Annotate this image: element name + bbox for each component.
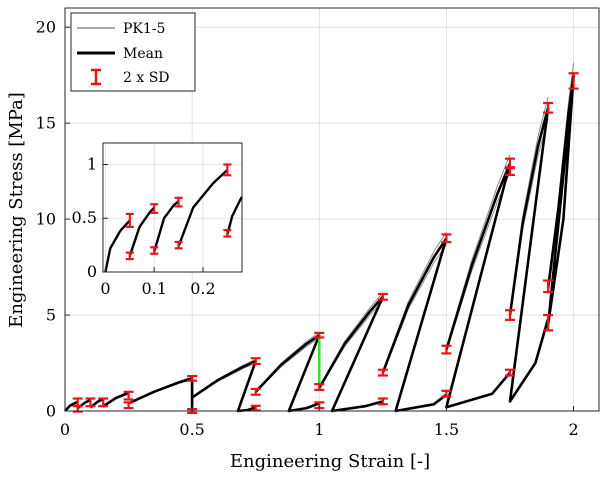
- y-tick-label: 0: [46, 401, 56, 420]
- error-bar: [543, 313, 554, 332]
- legend-label-sd: 2 x SD: [123, 70, 170, 86]
- x-tick-label: 2: [568, 420, 578, 439]
- error-bar: [150, 203, 159, 214]
- error-bar: [505, 166, 515, 177]
- main-y-ticks: 0 5 10 15 20: [36, 17, 70, 420]
- y-tick-label: 20: [36, 17, 56, 36]
- mean-cycle: [508, 107, 550, 316]
- inset-y-ticks: 00.51: [72, 154, 108, 281]
- mean-cycle: [104, 219, 131, 273]
- error-bar: [543, 101, 554, 114]
- inset-error-bars: [125, 163, 232, 261]
- error-bar: [441, 233, 452, 244]
- error-bar: [223, 163, 232, 177]
- legend-label-pk: PK1-5: [123, 21, 165, 37]
- mean-cycle: [128, 377, 193, 405]
- error-bar: [174, 240, 183, 250]
- x-tick-label: 0: [100, 279, 110, 298]
- error-bar: [505, 368, 515, 377]
- unloading-path: [287, 334, 321, 413]
- error-bar: [123, 390, 134, 401]
- x-axis-label: Engineering Strain [-]: [230, 451, 430, 472]
- mean-cycle: [191, 359, 257, 399]
- error-bar: [377, 368, 388, 377]
- error-bar: [441, 389, 452, 398]
- error-bar: [314, 383, 325, 391]
- y-tick-label: 5: [46, 305, 56, 324]
- error-bar: [250, 387, 261, 396]
- mean-cycle: [318, 295, 384, 389]
- mean-cycle: [177, 169, 229, 247]
- x-tick-label: 1: [314, 420, 324, 439]
- unloading-path: [508, 107, 550, 403]
- y-tick-label: 0: [87, 262, 97, 281]
- legend-swatch-sd: [91, 68, 101, 86]
- unloading-path: [330, 296, 385, 413]
- y-tick-label: 10: [36, 209, 56, 228]
- x-tick-label: 0.2: [190, 279, 215, 298]
- error-bar: [377, 397, 388, 406]
- unloading-path: [445, 163, 512, 409]
- error-bar: [250, 357, 261, 366]
- y-axis-label: Engineering Stress [MPa]: [6, 92, 27, 328]
- legend: PK1-5 Mean 2 x SD: [70, 12, 196, 92]
- error-bar: [250, 404, 261, 412]
- error-bar: [441, 344, 452, 355]
- main-x-ticks: 0 0.5 1 1.5 2: [60, 406, 579, 439]
- inset-x-ticks: 0 0.1 0.2: [100, 267, 216, 298]
- x-tick-label: 0.5: [179, 420, 204, 439]
- error-bar: [543, 279, 554, 294]
- error-bar: [123, 401, 134, 410]
- inset-plot: 0 0.1 0.2 00.51: [72, 142, 244, 298]
- error-bar: [505, 309, 515, 321]
- mean-cycle: [64, 400, 79, 412]
- mean-cycle: [128, 206, 156, 257]
- error-bar: [568, 72, 579, 90]
- mean-cycle: [445, 162, 512, 350]
- unloading-path: [394, 237, 448, 413]
- error-bar: [150, 246, 159, 255]
- y-tick-label: 0.5: [72, 208, 97, 227]
- error-bar: [85, 397, 96, 408]
- inset-axes-frame: [102, 142, 243, 273]
- mean-cycle: [102, 391, 130, 408]
- mean-cycle: [381, 237, 448, 374]
- error-bar: [314, 331, 325, 339]
- legend-label-mean: Mean: [123, 46, 163, 62]
- y-tick-label: 1: [87, 154, 97, 173]
- error-bars: [72, 72, 579, 415]
- mean-cycle: [226, 196, 244, 235]
- x-tick-label: 0: [60, 420, 70, 439]
- unloading-path: [546, 75, 575, 326]
- error-bar: [125, 212, 134, 228]
- error-bar: [174, 196, 183, 208]
- error-bar: [98, 397, 109, 408]
- inset-mean-curve: [104, 169, 244, 273]
- error-bar: [377, 292, 388, 301]
- main-axes-frame: [64, 7, 600, 412]
- error-bar: [223, 228, 232, 238]
- y-tick-label: 15: [36, 113, 56, 132]
- x-tick-label: 1.5: [434, 420, 459, 439]
- x-tick-label: 0.1: [141, 279, 166, 298]
- mean-cycle: [254, 334, 321, 393]
- error-bar: [187, 374, 198, 382]
- mean-cycle: [153, 200, 180, 252]
- error-bar: [125, 251, 134, 261]
